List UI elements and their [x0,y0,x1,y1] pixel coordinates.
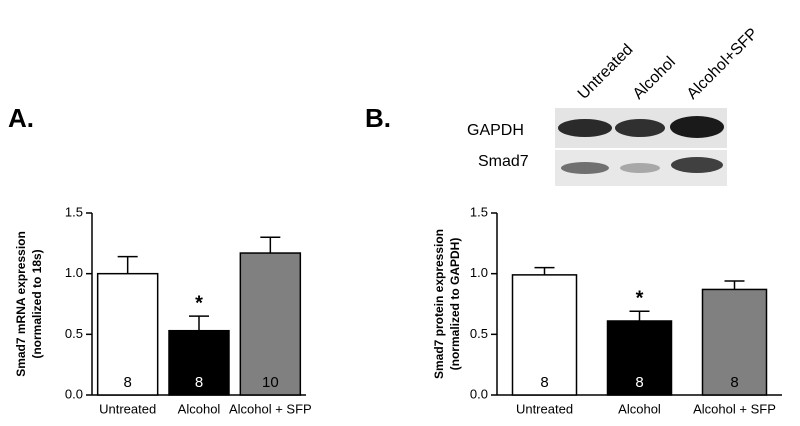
panel-label: B. [365,103,391,133]
panel-label: A. [8,103,34,133]
n-label: 8 [195,374,203,391]
blot-row-label: GAPDH [467,122,524,139]
x-tick-label: Untreated [99,401,156,416]
x-tick-label: Alcohol + SFP [229,401,312,416]
blot-lane-label: Alcohol+SFP [684,25,762,103]
y-tick-label: 0.0 [65,386,83,401]
bar [511,274,578,396]
n-label: 8 [123,374,131,391]
significance-mark: * [636,288,644,310]
y-axis-label: Smad7 protein expression [432,229,446,379]
x-tick-label: Alcohol + SFP [693,401,776,416]
blot-lane-label: Untreated [575,41,637,103]
blot-lane-label: Alcohol [630,54,679,103]
y-axis-label: (normalized to 18s) [30,249,44,358]
blot-row-label: Smad7 [478,153,529,170]
y-tick-label: 0.0 [470,386,488,401]
x-tick-label: Alcohol [178,401,221,416]
y-tick-label: 1.5 [65,204,83,219]
y-tick-label: 1.0 [65,265,83,280]
blot-image [555,108,727,186]
significance-mark: * [195,292,203,314]
y-axis-label: Smad7 mRNA expression [14,231,28,377]
y-axis-label: (normalized to GAPDH) [448,238,462,371]
y-tick-label: 1.0 [470,265,488,280]
bar [239,252,302,396]
n-label: 8 [540,374,548,391]
bar [701,288,768,396]
bar [96,272,159,396]
bar [168,329,230,396]
y-tick-label: 1.5 [470,204,488,219]
bar [606,320,673,396]
x-tick-label: Alcohol [618,401,661,416]
n-label: 8 [635,374,643,391]
x-tick-label: Untreated [516,401,573,416]
n-label: 8 [730,374,738,391]
y-tick-label: 0.5 [470,326,488,341]
y-tick-label: 0.5 [65,326,83,341]
n-label: 10 [262,374,279,391]
